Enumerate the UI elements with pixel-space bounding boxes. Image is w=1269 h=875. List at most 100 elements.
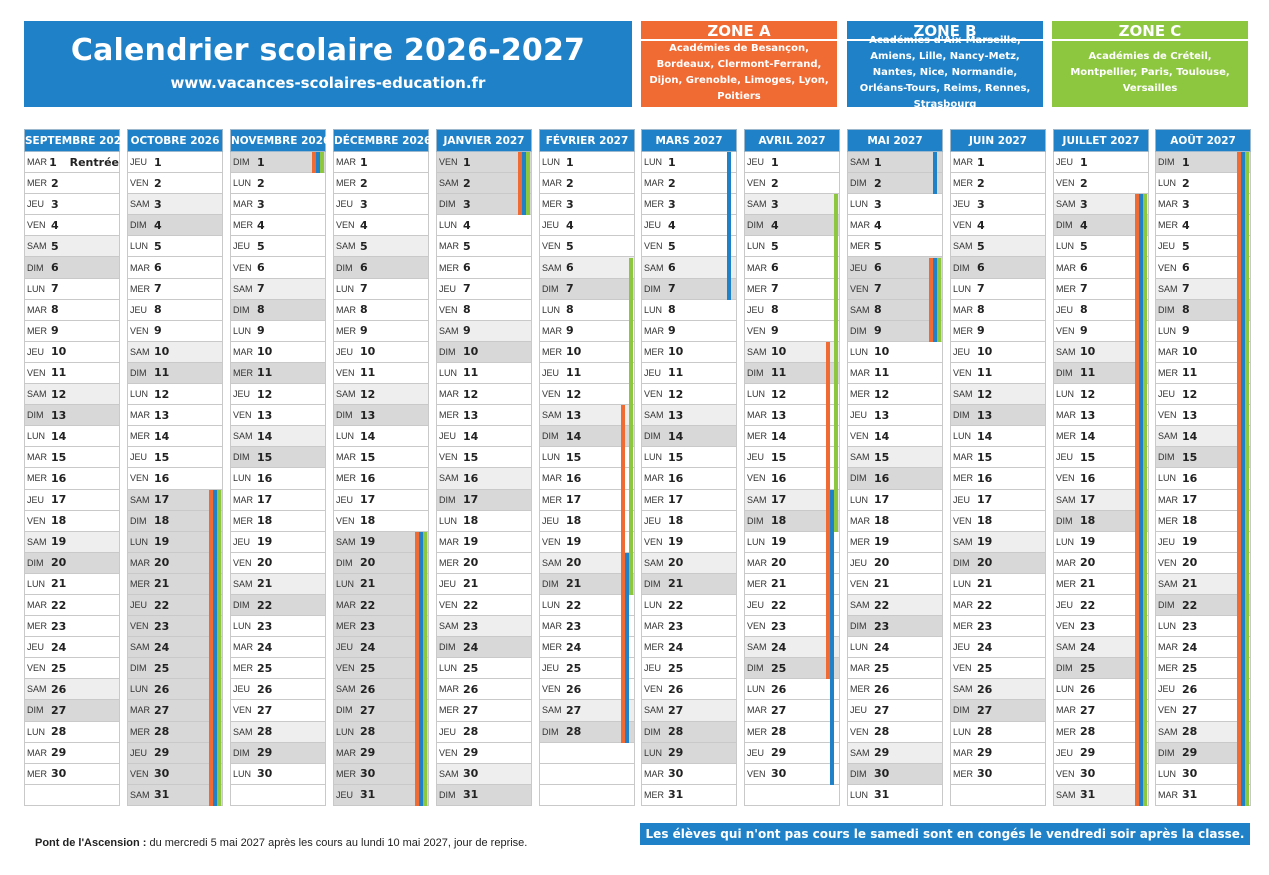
weekday-label: JEU xyxy=(644,663,662,674)
day-number: 14 xyxy=(977,429,993,443)
website-url: www.vacances-scolaires-education.fr xyxy=(170,74,486,92)
day-row: MER 16 xyxy=(24,468,120,490)
day-row: LUN 18 xyxy=(436,510,532,532)
weekday-label: SAM xyxy=(644,410,664,421)
day-row: SAM 21 xyxy=(1155,573,1251,595)
month-column: DÉCEMBRE 2026 MAR 1 MER 2 JEU 3 VEN 4 SAM 5 DIM 6 LUN… xyxy=(333,129,431,807)
weekday-label: SAM xyxy=(542,410,562,421)
day-number: 10 xyxy=(51,345,67,359)
day-number: 28 xyxy=(977,725,993,739)
day-number: 12 xyxy=(1182,387,1198,401)
day-row: VEN 9 xyxy=(1053,320,1149,342)
empty-day-cell xyxy=(744,784,840,806)
day-row: VEN 23 xyxy=(1053,616,1149,638)
weekday-label: JEU xyxy=(542,663,560,674)
day-row: LUN 4 xyxy=(436,215,532,237)
day-row: JEU 8 xyxy=(1053,299,1149,321)
day-number: 13 xyxy=(668,408,684,422)
day-number: 11 xyxy=(1182,366,1198,380)
weekday-label: JEU xyxy=(130,600,148,611)
day-number: 26 xyxy=(771,682,787,696)
day-number: 8 xyxy=(360,303,368,317)
vacation-bar-zone-c xyxy=(423,531,427,807)
day-row: SAM 12 xyxy=(24,384,120,406)
day-number: 14 xyxy=(1080,429,1096,443)
day-row: LUN 12 xyxy=(127,384,223,406)
day-row: MAR 15 xyxy=(24,447,120,469)
day-number: 27 xyxy=(566,703,582,717)
day-number: 28 xyxy=(257,725,273,739)
day-number: 9 xyxy=(874,324,882,338)
weekday-label: VEN xyxy=(27,367,46,378)
weekday-label: MAR xyxy=(336,304,356,315)
day-row: SAM 10 xyxy=(127,341,223,363)
day-number: 18 xyxy=(257,514,273,528)
day-number: 5 xyxy=(977,239,985,253)
weekday-label: DIM xyxy=(1158,747,1175,758)
zone-a-title: ZONE A xyxy=(641,21,837,41)
day-number: 22 xyxy=(360,598,376,612)
weekday-label: JEU xyxy=(850,557,868,568)
day-number: 5 xyxy=(51,239,59,253)
weekday-label: MAR xyxy=(644,473,664,484)
day-number: 1 xyxy=(257,155,265,169)
day-number: 26 xyxy=(360,682,376,696)
day-row: SAM 19 xyxy=(333,531,429,553)
day-row: LUN 15 xyxy=(539,447,635,469)
day-row: LUN 29 xyxy=(641,742,737,764)
zone-a-box: ZONE A Académies de Besançon, Bordeaux, … xyxy=(641,21,837,107)
weekday-label: VEN xyxy=(1056,621,1075,632)
weekday-label: LUN xyxy=(850,346,869,357)
day-number: 14 xyxy=(154,429,170,443)
day-row: MAR 31 xyxy=(1155,784,1251,806)
day-number: 18 xyxy=(874,514,890,528)
day-row: LUN 22 xyxy=(641,594,737,617)
weekday-label: DIM xyxy=(27,262,44,273)
weekday-label: SAM xyxy=(850,600,870,611)
month-header: JANVIER 2027 xyxy=(436,129,532,152)
weekday-label: DIM xyxy=(233,304,250,315)
day-row: MER 28 xyxy=(127,721,223,743)
day-row: DIM 4 xyxy=(1053,215,1149,237)
day-row: MER 25 xyxy=(230,658,326,680)
weekday-label: MAR xyxy=(644,621,664,632)
weekday-label: MER xyxy=(1056,283,1076,294)
day-number: 20 xyxy=(360,556,376,570)
weekday-label: LUN xyxy=(130,241,149,252)
day-row: LUN 31 xyxy=(847,784,943,806)
weekday-label: DIM xyxy=(850,621,867,632)
day-number: 16 xyxy=(566,471,582,485)
day-number: 9 xyxy=(771,324,779,338)
month-column: JUILLET 2027 JEU 1 VEN 2 SAM 3 DIM 4 LUN 5 MAR 6 MER 7… xyxy=(1053,129,1149,807)
day-number: 16 xyxy=(154,471,170,485)
month-column: AOÛT 2027 DIM 1 LUN 2 MAR 3 MER 4 JEU 5 VEN 6 SAM 7 DIM… xyxy=(1155,129,1251,807)
day-number: 16 xyxy=(668,471,684,485)
day-row: DIM 6 xyxy=(950,257,1046,279)
weekday-label: MER xyxy=(336,178,356,189)
day-number: 7 xyxy=(1182,282,1190,296)
day-number: 23 xyxy=(51,619,67,633)
weekday-label: MAR xyxy=(336,747,356,758)
day-number: 3 xyxy=(360,197,368,211)
weekday-label: JEU xyxy=(130,304,148,315)
weekday-label: LUN xyxy=(439,663,458,674)
day-row: VEN 4 xyxy=(333,215,429,237)
day-row: MER 21 xyxy=(1053,573,1149,595)
day-number: 15 xyxy=(257,450,273,464)
day-number: 15 xyxy=(566,450,582,464)
weekday-label: VEN xyxy=(542,536,561,547)
weekday-label: MER xyxy=(850,684,870,695)
weekday-label: LUN xyxy=(130,389,149,400)
day-number: 29 xyxy=(1080,746,1096,760)
weekday-label: VEN xyxy=(130,768,149,779)
vacation-bar-zone-c xyxy=(1245,152,1249,807)
day-row: MER 30 xyxy=(333,763,429,785)
day-number: 14 xyxy=(874,429,890,443)
day-number: 22 xyxy=(154,598,170,612)
day-number: 13 xyxy=(154,408,170,422)
day-number: 5 xyxy=(463,239,471,253)
day-number: 7 xyxy=(1080,282,1088,296)
day-number: 12 xyxy=(1080,387,1096,401)
day-row: MER 9 xyxy=(24,320,120,342)
day-row: LUN 8 xyxy=(641,299,737,321)
